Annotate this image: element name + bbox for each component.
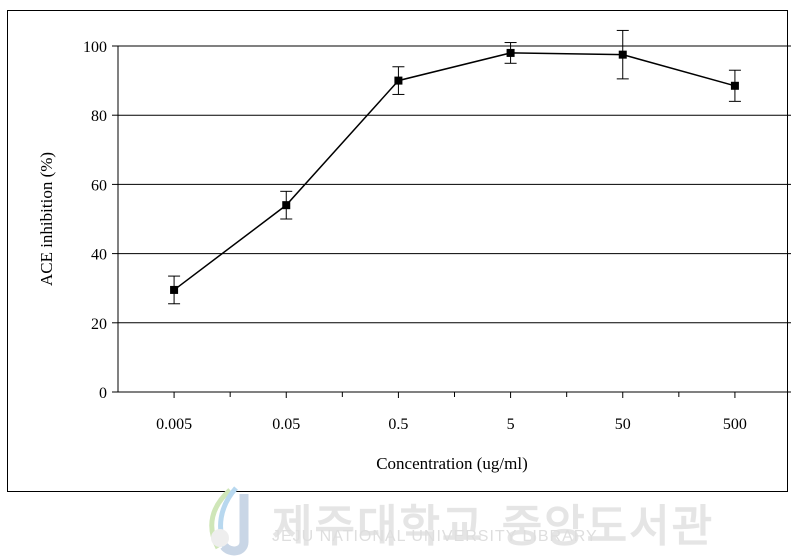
data-point — [170, 285, 179, 294]
y-tick-label: 0 — [99, 385, 107, 402]
x-tick-label: 0.5 — [388, 416, 408, 433]
data-point — [618, 50, 627, 59]
x-tick-label: 5 — [507, 416, 515, 433]
x-tick-label: 50 — [615, 416, 631, 433]
y-tick-label: 60 — [91, 177, 107, 194]
x-tick-label: 0.05 — [272, 416, 300, 433]
chart-frame — [7, 10, 788, 492]
y-tick-label: 40 — [91, 247, 107, 264]
y-tick-label: 100 — [83, 39, 107, 56]
y-axis-label: ACE inhibition (%) — [37, 152, 56, 286]
y-tick-label: 20 — [91, 316, 107, 333]
data-point — [394, 76, 403, 85]
data-series — [168, 29, 741, 305]
x-axis-label: Concentration (ug/ml) — [376, 454, 528, 473]
axes — [112, 45, 791, 398]
x-tick-label: 500 — [723, 416, 747, 433]
y-tick-label: 80 — [91, 108, 107, 125]
data-point — [730, 81, 739, 90]
data-point — [282, 201, 291, 210]
data-point — [506, 48, 515, 57]
series-line — [173, 52, 736, 291]
grid-lines — [118, 45, 791, 324]
x-tick-label: 0.005 — [156, 416, 192, 433]
tick-labels: 0 20 40 60 80 100 0.005 0.05 0.5 5 50 500 — [83, 39, 747, 433]
